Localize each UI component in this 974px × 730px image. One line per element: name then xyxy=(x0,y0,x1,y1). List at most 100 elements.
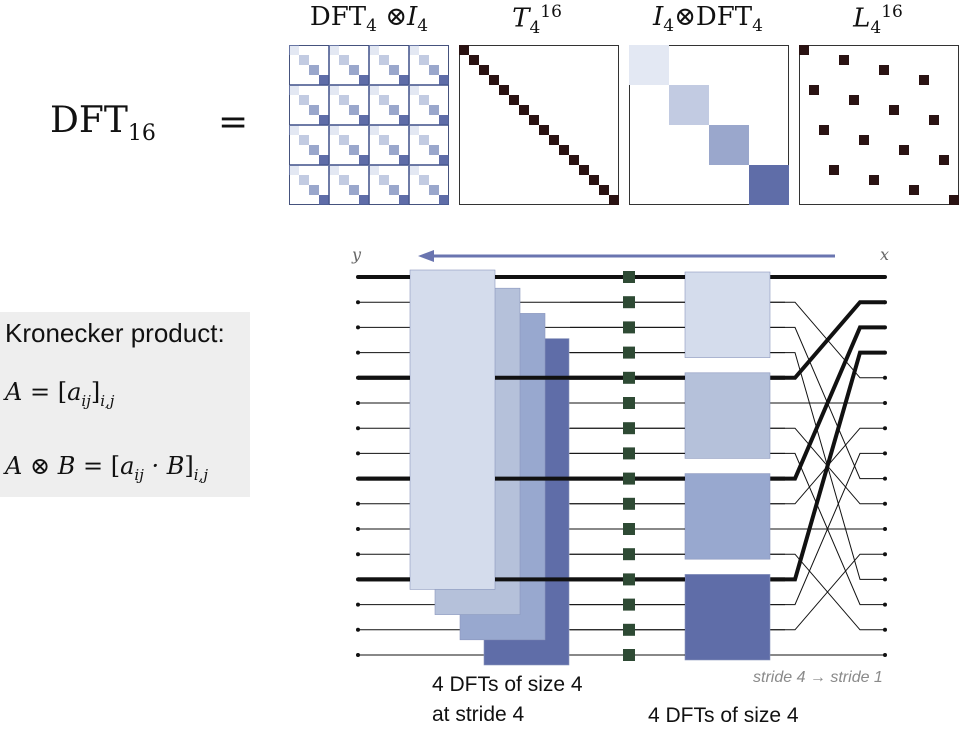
formula-part: · B xyxy=(143,452,185,480)
matrix-cell xyxy=(419,95,429,105)
matrix-cell xyxy=(399,195,409,205)
matrix-cell xyxy=(339,175,349,185)
twiddle-node xyxy=(623,623,635,636)
wire-endpoint xyxy=(356,501,360,506)
matrix-cell xyxy=(329,125,339,135)
twiddle-node xyxy=(623,447,635,460)
equals-sign: = xyxy=(218,102,249,143)
matrix-cell xyxy=(479,65,489,75)
twiddle-node xyxy=(623,321,635,334)
label-part: T xyxy=(512,3,530,34)
matrix-cell xyxy=(349,105,359,115)
block-dft xyxy=(684,271,771,358)
matrix-block xyxy=(709,125,749,165)
matrix-cell xyxy=(359,75,369,85)
twiddle-node xyxy=(623,271,635,283)
matrix-cell xyxy=(419,175,429,185)
twiddle-node xyxy=(623,497,635,510)
matrix-dft-kron-i xyxy=(289,45,449,205)
matrix-cell xyxy=(299,55,309,65)
formula-part: A ⊗ B xyxy=(5,452,76,480)
kronecker-line-1: A = [aij]i,j xyxy=(5,378,114,410)
kronecker-definition-panel: Kronecker product: A = [aij]i,j A ⊗ B = … xyxy=(0,312,250,497)
matrix-block xyxy=(629,45,669,85)
wire-endpoint xyxy=(356,552,360,557)
matrix-cell xyxy=(509,95,519,105)
label-part: I xyxy=(407,2,418,32)
matrix-cell xyxy=(319,75,329,85)
block-outline xyxy=(289,45,329,85)
matrix-cell xyxy=(869,175,879,185)
wire-endpoint xyxy=(356,350,360,355)
label-sub: 4 xyxy=(663,16,675,37)
matrix-cell xyxy=(819,125,829,135)
label-i-kron-dft: I4⊗DFT4 xyxy=(618,2,798,36)
matrix-cell xyxy=(369,125,379,135)
wire-endpoint xyxy=(356,325,360,330)
permutation-wire xyxy=(768,300,885,380)
matrix-cell xyxy=(339,135,349,145)
matrix-cell xyxy=(809,85,819,95)
label-part: I xyxy=(653,2,664,32)
matrix-twiddle xyxy=(459,45,619,205)
twiddle-node xyxy=(623,472,635,485)
block-outline xyxy=(409,85,449,125)
matrix-cell xyxy=(409,85,419,95)
matrix-cell xyxy=(549,135,559,145)
block-dft xyxy=(684,574,771,661)
matrix-cell xyxy=(799,45,809,55)
block-outline xyxy=(289,165,329,205)
matrix-cell xyxy=(369,165,379,175)
matrix-cell xyxy=(949,195,959,205)
block-outline xyxy=(329,125,369,165)
label-sup: 16 xyxy=(881,2,903,22)
matrix-cell xyxy=(909,185,919,195)
matrix-cell xyxy=(289,165,299,175)
matrix-cell xyxy=(329,85,339,95)
matrix-cell xyxy=(439,195,449,205)
matrix-cell xyxy=(559,145,569,155)
kronecker-line-2: A ⊗ B = [aij · B]i,j xyxy=(5,452,208,484)
kronecker-title: Kronecker product: xyxy=(5,318,225,348)
formula-sub: i,j xyxy=(193,465,208,484)
block-outline xyxy=(409,125,449,165)
matrix-cell xyxy=(329,165,339,175)
dft-name: DFT xyxy=(50,100,128,141)
matrix-cell xyxy=(299,175,309,185)
block-outline xyxy=(329,165,369,205)
formula-part: = [ xyxy=(22,378,68,406)
matrix-cell xyxy=(889,105,899,115)
dft-size: 16 xyxy=(127,121,156,147)
twiddle-node xyxy=(623,649,635,661)
matrix-cell xyxy=(539,125,549,135)
matrix-cell xyxy=(519,105,529,115)
matrix-cell xyxy=(439,115,449,125)
matrix-cell xyxy=(319,155,329,165)
permutation-wire xyxy=(768,350,885,582)
wire-endpoint xyxy=(356,451,360,456)
label-sub: 4 xyxy=(529,17,541,38)
twiddle-node xyxy=(623,573,635,586)
matrix-cell xyxy=(339,95,349,105)
dft16-label: DFT16 xyxy=(50,100,156,146)
formula-sub: ij xyxy=(81,391,91,410)
matrix-cell xyxy=(879,65,889,75)
matrix-cell xyxy=(899,145,909,155)
label-part: DFT xyxy=(309,2,367,32)
output-label-y: y xyxy=(351,245,362,264)
matrix-cell xyxy=(379,55,389,65)
twiddle-node xyxy=(623,598,635,611)
matrix-cell xyxy=(409,125,419,135)
arrowhead xyxy=(418,250,434,262)
matrix-stride-perm xyxy=(799,45,959,205)
matrix-cell xyxy=(459,45,469,55)
matrix-cell xyxy=(359,195,369,205)
matrix-cell xyxy=(349,65,359,75)
matrix-cell xyxy=(489,75,499,85)
matrix-cell xyxy=(319,195,329,205)
matrix-cell xyxy=(569,155,579,165)
matrix-cell xyxy=(299,135,309,145)
block-outline xyxy=(289,85,329,125)
twiddle-node xyxy=(623,296,635,309)
formula-sub: i,j xyxy=(100,391,115,410)
